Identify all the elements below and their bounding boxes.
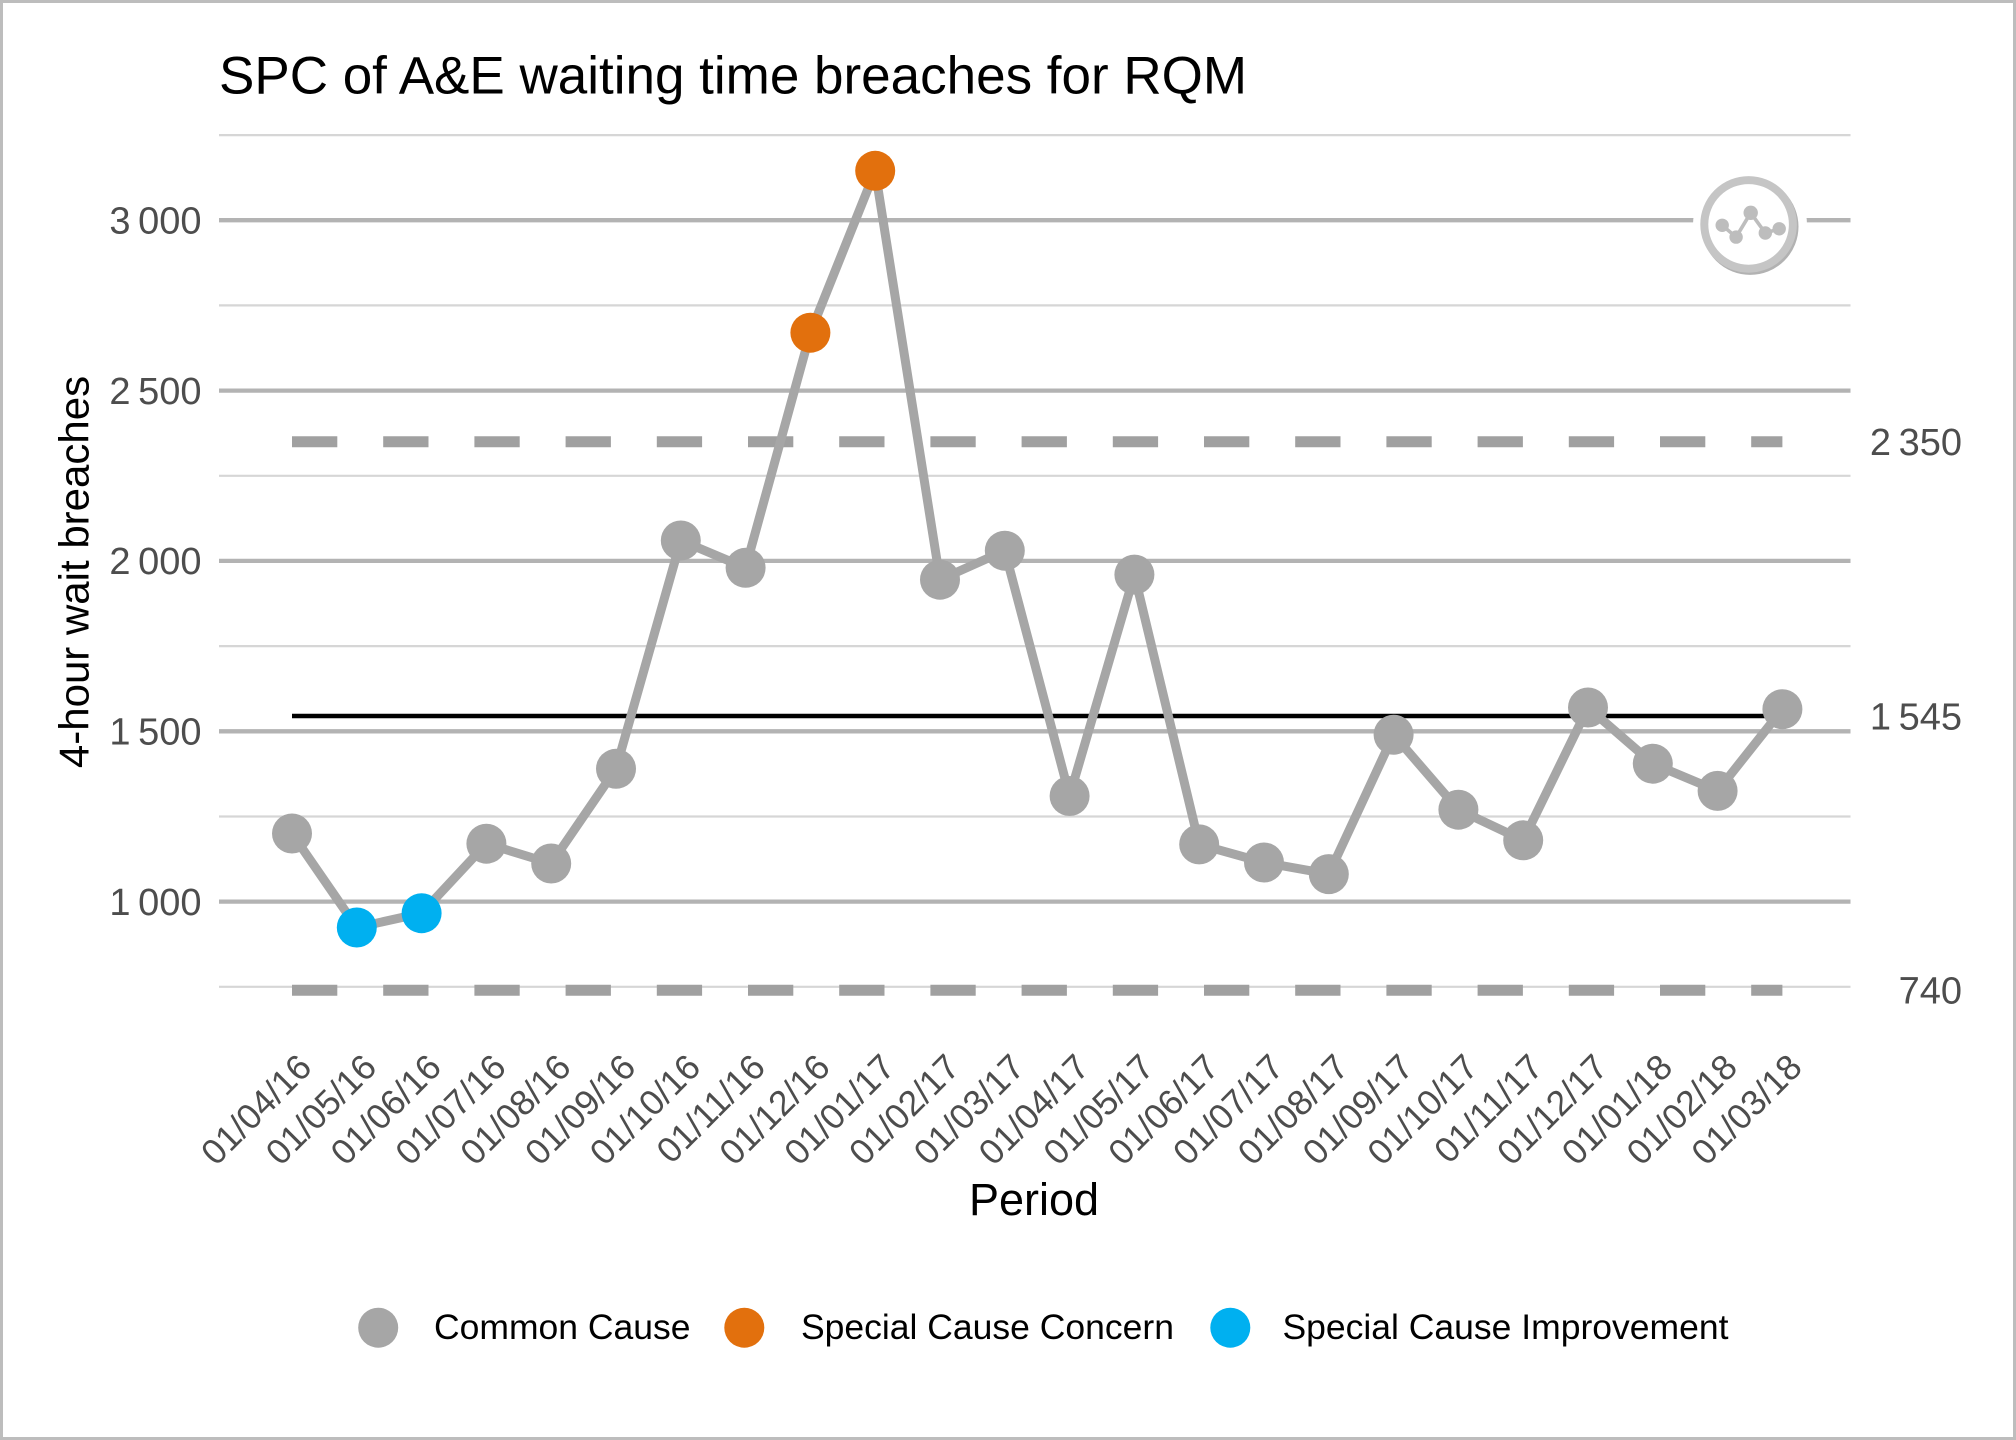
svg-text:1 500: 1 500: [109, 712, 201, 754]
svg-text:2 000: 2 000: [109, 541, 201, 583]
svg-text:Special Cause Concern: Special Cause Concern: [801, 1307, 1174, 1347]
svg-text:Period: Period: [969, 1174, 1099, 1225]
svg-text:1 545: 1 545: [1870, 696, 1962, 738]
svg-text:2 350: 2 350: [1870, 422, 1962, 464]
svg-text:3 000: 3 000: [109, 201, 201, 243]
svg-text:2 500: 2 500: [109, 371, 201, 413]
svg-text:SPC of A&E waiting time breach: SPC of A&E waiting time breaches for RQM: [219, 46, 1247, 105]
svg-text:Special Cause Improvement: Special Cause Improvement: [1283, 1307, 1729, 1347]
svg-text:4-hour wait breaches: 4-hour wait breaches: [51, 376, 98, 768]
svg-text:1 000: 1 000: [109, 882, 201, 924]
svg-text:Common Cause: Common Cause: [434, 1307, 691, 1347]
svg-text:740: 740: [1899, 971, 1962, 1013]
